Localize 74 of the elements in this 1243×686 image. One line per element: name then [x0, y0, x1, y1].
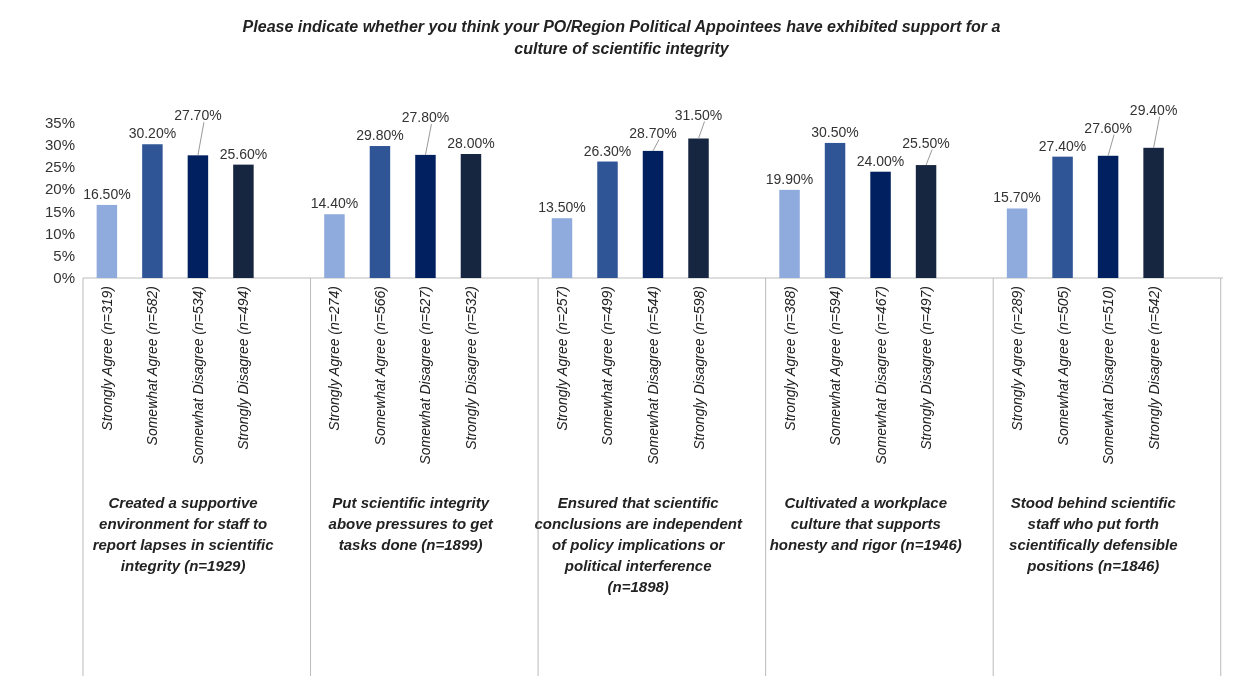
bar [324, 214, 345, 278]
bar [551, 218, 573, 278]
data-label: 27.70% [174, 107, 222, 124]
bar [1097, 155, 1119, 278]
text: Created a supportive environment for staff to report lapses in scientific integrity (n=1929) [92, 494, 275, 574]
text: Cultivated a workplace culture that supports honesty and rigor (n=1946) [769, 494, 962, 553]
x-tick-label: Strongly Disagree (n=598) [690, 286, 707, 450]
y-tick-label: 15% [44, 202, 75, 220]
data-label: 26.30% [583, 142, 632, 159]
y-tick-label: 30% [44, 136, 75, 154]
x-tick-label: Strongly Agree (n=388) [781, 286, 798, 431]
x-tick-label: Somewhat Disagree (n=510) [1100, 286, 1117, 465]
data-label: 31.50% [674, 106, 723, 123]
x-tick-label: Strongly Agree (n=319) [98, 286, 115, 431]
data-label: 28.70% [629, 124, 677, 141]
x-tick-label: Strongly Disagree (n=542) [1145, 286, 1162, 450]
x-tick-label: Somewhat Agree (n=499) [599, 286, 616, 446]
bar [1143, 147, 1164, 278]
bar [779, 189, 800, 278]
x-tick-label: Somewhat Disagree (n=534) [189, 286, 206, 465]
y-tick-label: 0% [53, 269, 75, 286]
data-label: 15.70% [993, 189, 1041, 206]
bar [1006, 208, 1028, 278]
data-label: 30.50% [811, 123, 859, 140]
bar [824, 142, 846, 278]
data-label: 14.40% [310, 195, 359, 212]
data-label: 24.00% [856, 152, 905, 169]
text: Ensured that scientific conclusions are independent of policy implications or political interference (n=1898) [534, 494, 743, 595]
y-tick-label: 25% [44, 158, 75, 176]
text: Stood behind scientific staff who put forth scientifically defensible positions (n=1846) [1009, 494, 1178, 574]
data-label: 29.80% [356, 127, 404, 144]
data-label: 19.90% [765, 170, 814, 187]
data-label: 30.20% [128, 125, 177, 142]
data-label: 27.60% [1084, 119, 1132, 136]
x-tick-label: Somewhat Agree (n=582) [144, 286, 161, 446]
x-tick-label: Strongly Agree (n=274) [326, 286, 343, 431]
bar [688, 138, 709, 278]
bar [597, 161, 618, 278]
x-tick-label: Somewhat Disagree (n=527) [417, 286, 434, 465]
chart-title: Please indicate whether you think your PO/Region Political Appointees have exhibited support for a culture of scientific integrity [242, 18, 1001, 57]
bar [1052, 156, 1073, 278]
x-tick-label: Strongly Agree (n=257) [553, 286, 570, 431]
x-tick-label: Strongly Disagree (n=532) [462, 286, 479, 450]
bar [233, 164, 254, 278]
x-tick-label: Somewhat Disagree (n=467) [872, 286, 889, 465]
data-label: 25.50% [902, 134, 950, 151]
y-tick-label: 35% [44, 114, 75, 131]
bar [415, 154, 436, 278]
y-tick-label: 5% [53, 246, 75, 264]
data-label: 25.60% [219, 145, 268, 162]
data-label: 13.50% [538, 199, 586, 216]
y-tick-label: 20% [44, 180, 75, 198]
bar [187, 155, 209, 278]
bar [915, 165, 937, 278]
data-label: 16.50% [83, 185, 131, 202]
y-tick-label: 10% [44, 224, 75, 242]
text: Put scientific integrity above pressures to get tasks done (n=1899) [328, 494, 494, 553]
bar [96, 204, 118, 278]
x-tick-label: Somewhat Agree (n=505) [1054, 286, 1071, 446]
bar [142, 144, 163, 278]
x-tick-label: Somewhat Agree (n=594) [827, 286, 844, 446]
x-tick-label: Strongly Disagree (n=494) [235, 286, 252, 450]
data-label: 29.40% [1129, 101, 1178, 118]
data-label: 27.40% [1038, 137, 1087, 154]
x-tick-label: Somewhat Agree (n=566) [371, 286, 388, 446]
bar [369, 146, 391, 278]
bar [642, 150, 664, 278]
x-tick-label: Strongly Agree (n=289) [1009, 286, 1026, 431]
x-tick-label: Somewhat Disagree (n=544) [645, 286, 661, 465]
bar [460, 154, 482, 278]
x-tick-label: Strongly Disagree (n=497) [918, 286, 935, 450]
data-label: 28.00% [447, 135, 495, 151]
data-label: 27.80% [401, 109, 450, 126]
bar [870, 171, 891, 278]
